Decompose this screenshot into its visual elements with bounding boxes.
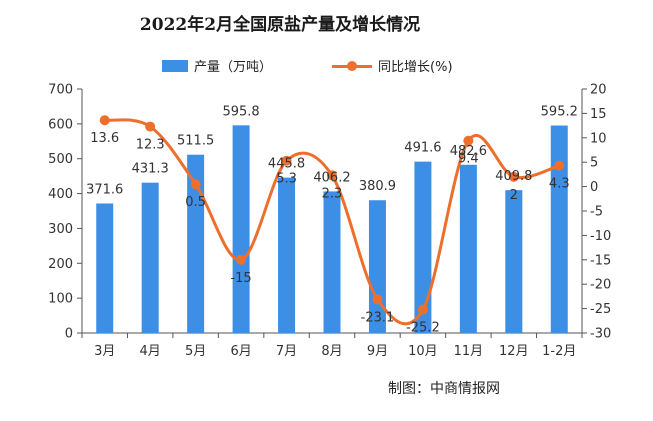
growth-value-label: -23.1: [361, 310, 395, 325]
growth-value-label: 4.3: [549, 177, 570, 192]
bar-value-label: 511.5: [177, 134, 214, 149]
bar-value-label: 595.8: [222, 104, 259, 119]
y-right-tick-label: 0: [590, 180, 598, 195]
legend-line-swatch: [332, 60, 373, 72]
growth-point: [554, 160, 565, 171]
bar: [96, 203, 114, 333]
bar: [323, 191, 341, 333]
growth-value-label: -15: [230, 271, 251, 286]
growth-value-label: 2: [510, 188, 518, 203]
y-right-tick-label: -25: [590, 302, 611, 317]
legend-bar-label: 产量（万吨）: [194, 60, 273, 75]
bar: [187, 154, 205, 333]
growth-point: [236, 254, 247, 265]
x-tick-label: 9月: [367, 344, 388, 359]
bar-value-label: 445.8: [268, 157, 305, 172]
x-tick-label: 12月: [499, 344, 529, 359]
y-right-tick-label: -5: [590, 205, 603, 220]
y-right-tick-label: 15: [590, 107, 607, 122]
growth-point: [145, 121, 156, 132]
bar: [278, 177, 296, 333]
growth-value-label: 2.3: [322, 186, 343, 201]
growth-point: [281, 155, 292, 166]
growth-point: [190, 179, 201, 190]
y-left-tick-label: 500: [48, 152, 73, 167]
x-tick-label: 11月: [454, 344, 484, 359]
y-left-tick-label: 0: [65, 327, 73, 342]
bar-value-label: 406.2: [313, 170, 350, 185]
bar: [505, 190, 523, 333]
x-tick-label: 4月: [140, 344, 161, 359]
legend-bar-swatch: [162, 59, 188, 72]
y-right-tick-label: -10: [590, 229, 611, 244]
y-right-tick-label: 10: [590, 131, 607, 146]
bar: [141, 182, 159, 333]
bar-value-label: 595.2: [541, 105, 578, 120]
y-right-tick-label: 20: [590, 83, 607, 98]
growth-point: [508, 171, 519, 182]
y-left-tick-label: 600: [48, 117, 73, 132]
bar: [232, 125, 250, 334]
bar-value-label: 431.3: [132, 162, 169, 177]
y-left-tick-label: 400: [48, 187, 73, 202]
growth-value-label: 5.3: [276, 172, 297, 187]
bar-value-label: 491.6: [404, 141, 441, 156]
bar-value-label: 409.8: [495, 169, 532, 184]
x-tick-label: 5月: [185, 344, 206, 359]
bar-value-label: 380.9: [359, 179, 396, 194]
source-credit: 制图：中商情报网: [388, 381, 500, 397]
y-left-tick-label: 300: [48, 222, 73, 237]
bar: [414, 161, 432, 333]
growth-point: [327, 170, 337, 181]
x-tick-label: 8月: [321, 344, 342, 359]
growth-point: [463, 135, 474, 146]
y-left-tick-label: 100: [48, 292, 73, 307]
growth-point: [417, 304, 428, 315]
legend-line-label: 同比增长(%): [378, 60, 453, 75]
growth-value-label: 12.3: [136, 138, 165, 153]
x-tick-label: 1-2月: [542, 344, 576, 359]
y-right-tick-label: -15: [590, 253, 611, 268]
y-right-tick-label: -20: [590, 278, 611, 293]
chart-legend: 产量（万吨） 同比增长(%): [162, 56, 453, 75]
growth-point: [99, 115, 110, 126]
x-tick-label: 3月: [94, 344, 115, 359]
bar: [550, 125, 568, 333]
y-left-tick-label: 200: [48, 257, 73, 272]
y-left-tick-label: 700: [48, 83, 73, 98]
growth-value-label: 0.5: [185, 195, 206, 210]
growth-value-label: 9.4: [458, 152, 479, 167]
y-right-tick-label: 5: [590, 156, 598, 171]
growth-value-label: -25.2: [406, 321, 440, 336]
growth-point: [372, 294, 383, 305]
growth-value-label: 13.6: [90, 131, 119, 146]
bar-value-label: 371.6: [86, 182, 123, 197]
x-tick-label: 6月: [230, 344, 251, 359]
bar-value-label: 482.6: [450, 144, 487, 159]
bar: [459, 164, 477, 333]
x-tick-label: 10月: [408, 344, 438, 359]
y-right-tick-label: -30: [590, 327, 611, 342]
x-tick-label: 7月: [276, 344, 297, 359]
chart-title: 2022年2月全国原盐产量及增长情况: [139, 15, 421, 35]
